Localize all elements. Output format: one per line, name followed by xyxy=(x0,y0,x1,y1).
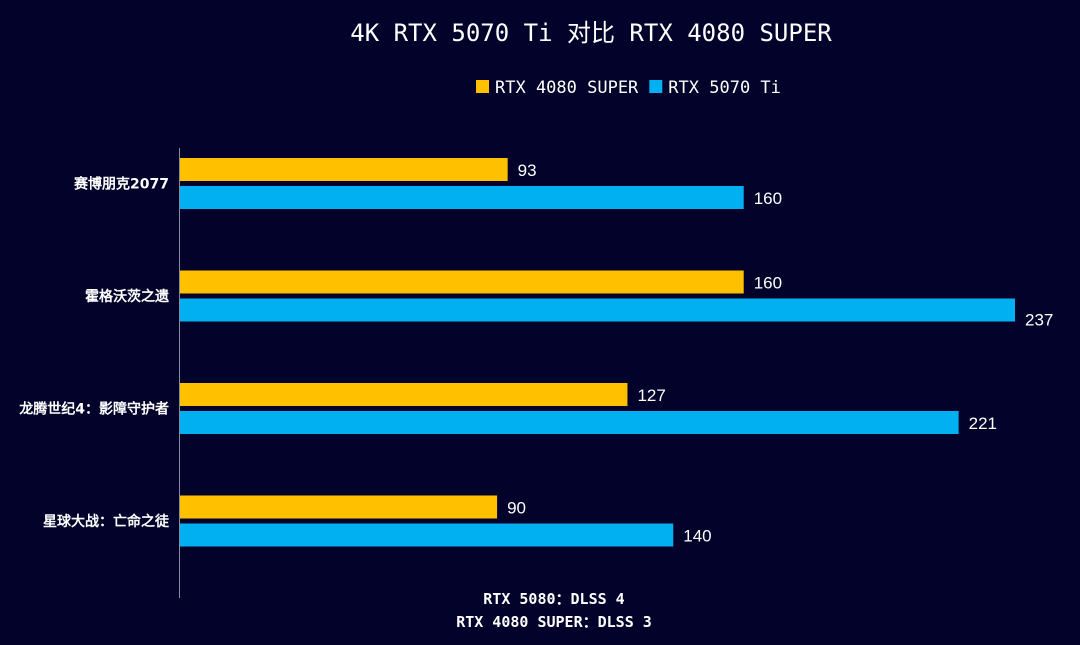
data-label-rtx4080super-3: 127 xyxy=(637,386,665,405)
category-label-4: 星球大战：亡命之徒 xyxy=(43,513,170,530)
bar-rtx4080super-3 xyxy=(180,383,628,406)
bar-rtx4080super-4 xyxy=(180,495,498,519)
bar-rtx5070ti-1 xyxy=(180,186,744,209)
category-label-2: 霍格沃茨之遗 xyxy=(85,288,169,305)
chart-title: 4K RTX 5070 Ti 对比 RTX 4080 SUPER xyxy=(350,19,832,47)
bar-rtx5070ti-4 xyxy=(180,523,674,547)
bar-rtx5070ti-3 xyxy=(180,411,959,434)
data-label-rtx5070ti-2: 237 xyxy=(1025,311,1053,330)
footnote-2: RTX 4080 SUPER：DLSS 3 xyxy=(456,613,652,631)
legend: RTX 4080 SUPER RTX 5070 Ti xyxy=(476,78,781,98)
bar-rtx4080super-2 xyxy=(180,270,744,294)
category-label-3: 龙腾世纪4：影障守护者 xyxy=(18,401,169,418)
category-label-1: 赛博朋克2077 xyxy=(73,176,169,193)
data-label-rtx5070ti-4: 140 xyxy=(683,527,711,546)
footnote-1: RTX 5080：DLSS 4 xyxy=(483,590,624,608)
data-label-rtx5070ti-1: 160 xyxy=(754,189,782,208)
legend-label-2: RTX 5070 Ti xyxy=(668,78,781,98)
legend-swatch-1 xyxy=(476,80,489,93)
data-label-rtx4080super-1: 93 xyxy=(518,161,537,180)
data-label-rtx4080super-4: 90 xyxy=(507,499,526,518)
legend-label-1: RTX 4080 SUPER xyxy=(495,78,639,98)
bar-rtx4080super-1 xyxy=(180,158,508,181)
data-label-rtx5070ti-3: 221 xyxy=(969,414,997,433)
data-label-rtx4080super-2: 160 xyxy=(754,274,782,293)
bar-rtx5070ti-2 xyxy=(180,298,1015,322)
plot-area: 93 160 赛博朋克2077 160 237 霍格沃茨之遗 127 221 龙腾世纪4：影障守… xyxy=(18,148,1053,598)
legend-swatch-2 xyxy=(649,80,663,93)
